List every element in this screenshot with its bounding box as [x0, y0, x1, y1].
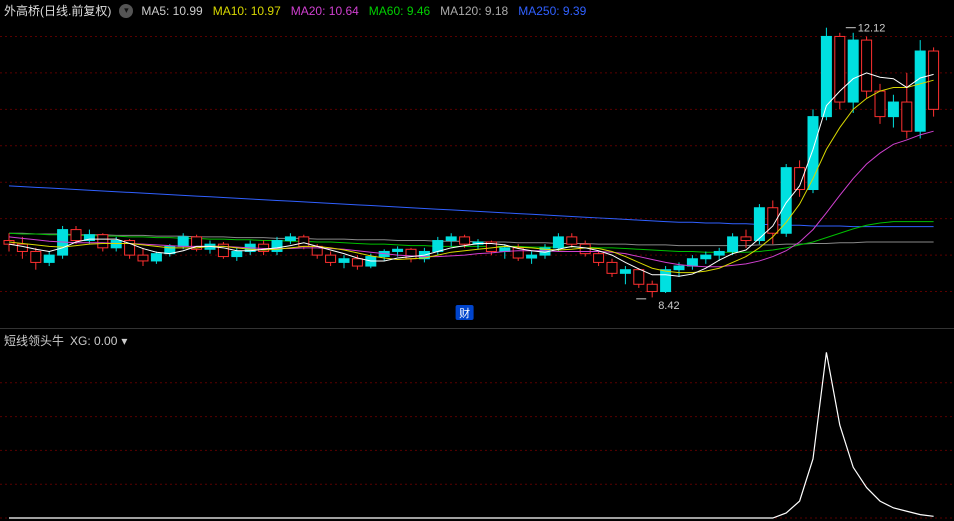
stock-title: 外高桥(日线.前复权): [4, 2, 111, 19]
svg-text:8.42: 8.42: [658, 300, 679, 312]
main-chart-header: 外高桥(日线.前复权) ▾ MA5: 10.99 MA10: 10.97 MA20:…: [4, 2, 596, 19]
sub-chart-header: 短线领头牛 XG: 0.00 ▾: [4, 332, 127, 349]
ma-legend-item: MA20: 10.64: [291, 4, 359, 18]
indicator-value: XG: 0.00: [70, 334, 117, 348]
svg-text:12.12: 12.12: [858, 23, 886, 35]
ma-legend-item: MA120: 9.18: [440, 4, 508, 18]
sub-chart[interactable]: [0, 328, 954, 521]
chevron-down-icon[interactable]: ▾: [121, 334, 127, 348]
main-chart[interactable]: 12.12 8.42 财: [0, 0, 954, 328]
ma-legend: MA5: 10.99 MA10: 10.97 MA20: 10.64 MA60: 9.…: [141, 4, 596, 18]
chevron-down-icon[interactable]: ▾: [119, 4, 133, 18]
main-chart-svg: 12.12 8.42 财: [0, 0, 954, 328]
sub-chart-svg: [0, 329, 954, 521]
ma-legend-item: MA10: 10.97: [213, 4, 281, 18]
ma-legend-item: MA250: 9.39: [518, 4, 586, 18]
svg-text:财: 财: [459, 306, 470, 320]
indicator-title: 短线领头牛: [4, 332, 64, 349]
ma-legend-item: MA60: 9.46: [369, 4, 430, 18]
chart-container: 外高桥(日线.前复权) ▾ MA5: 10.99 MA10: 10.97 MA20:…: [0, 0, 954, 521]
ma-legend-item: MA5: 10.99: [141, 4, 202, 18]
